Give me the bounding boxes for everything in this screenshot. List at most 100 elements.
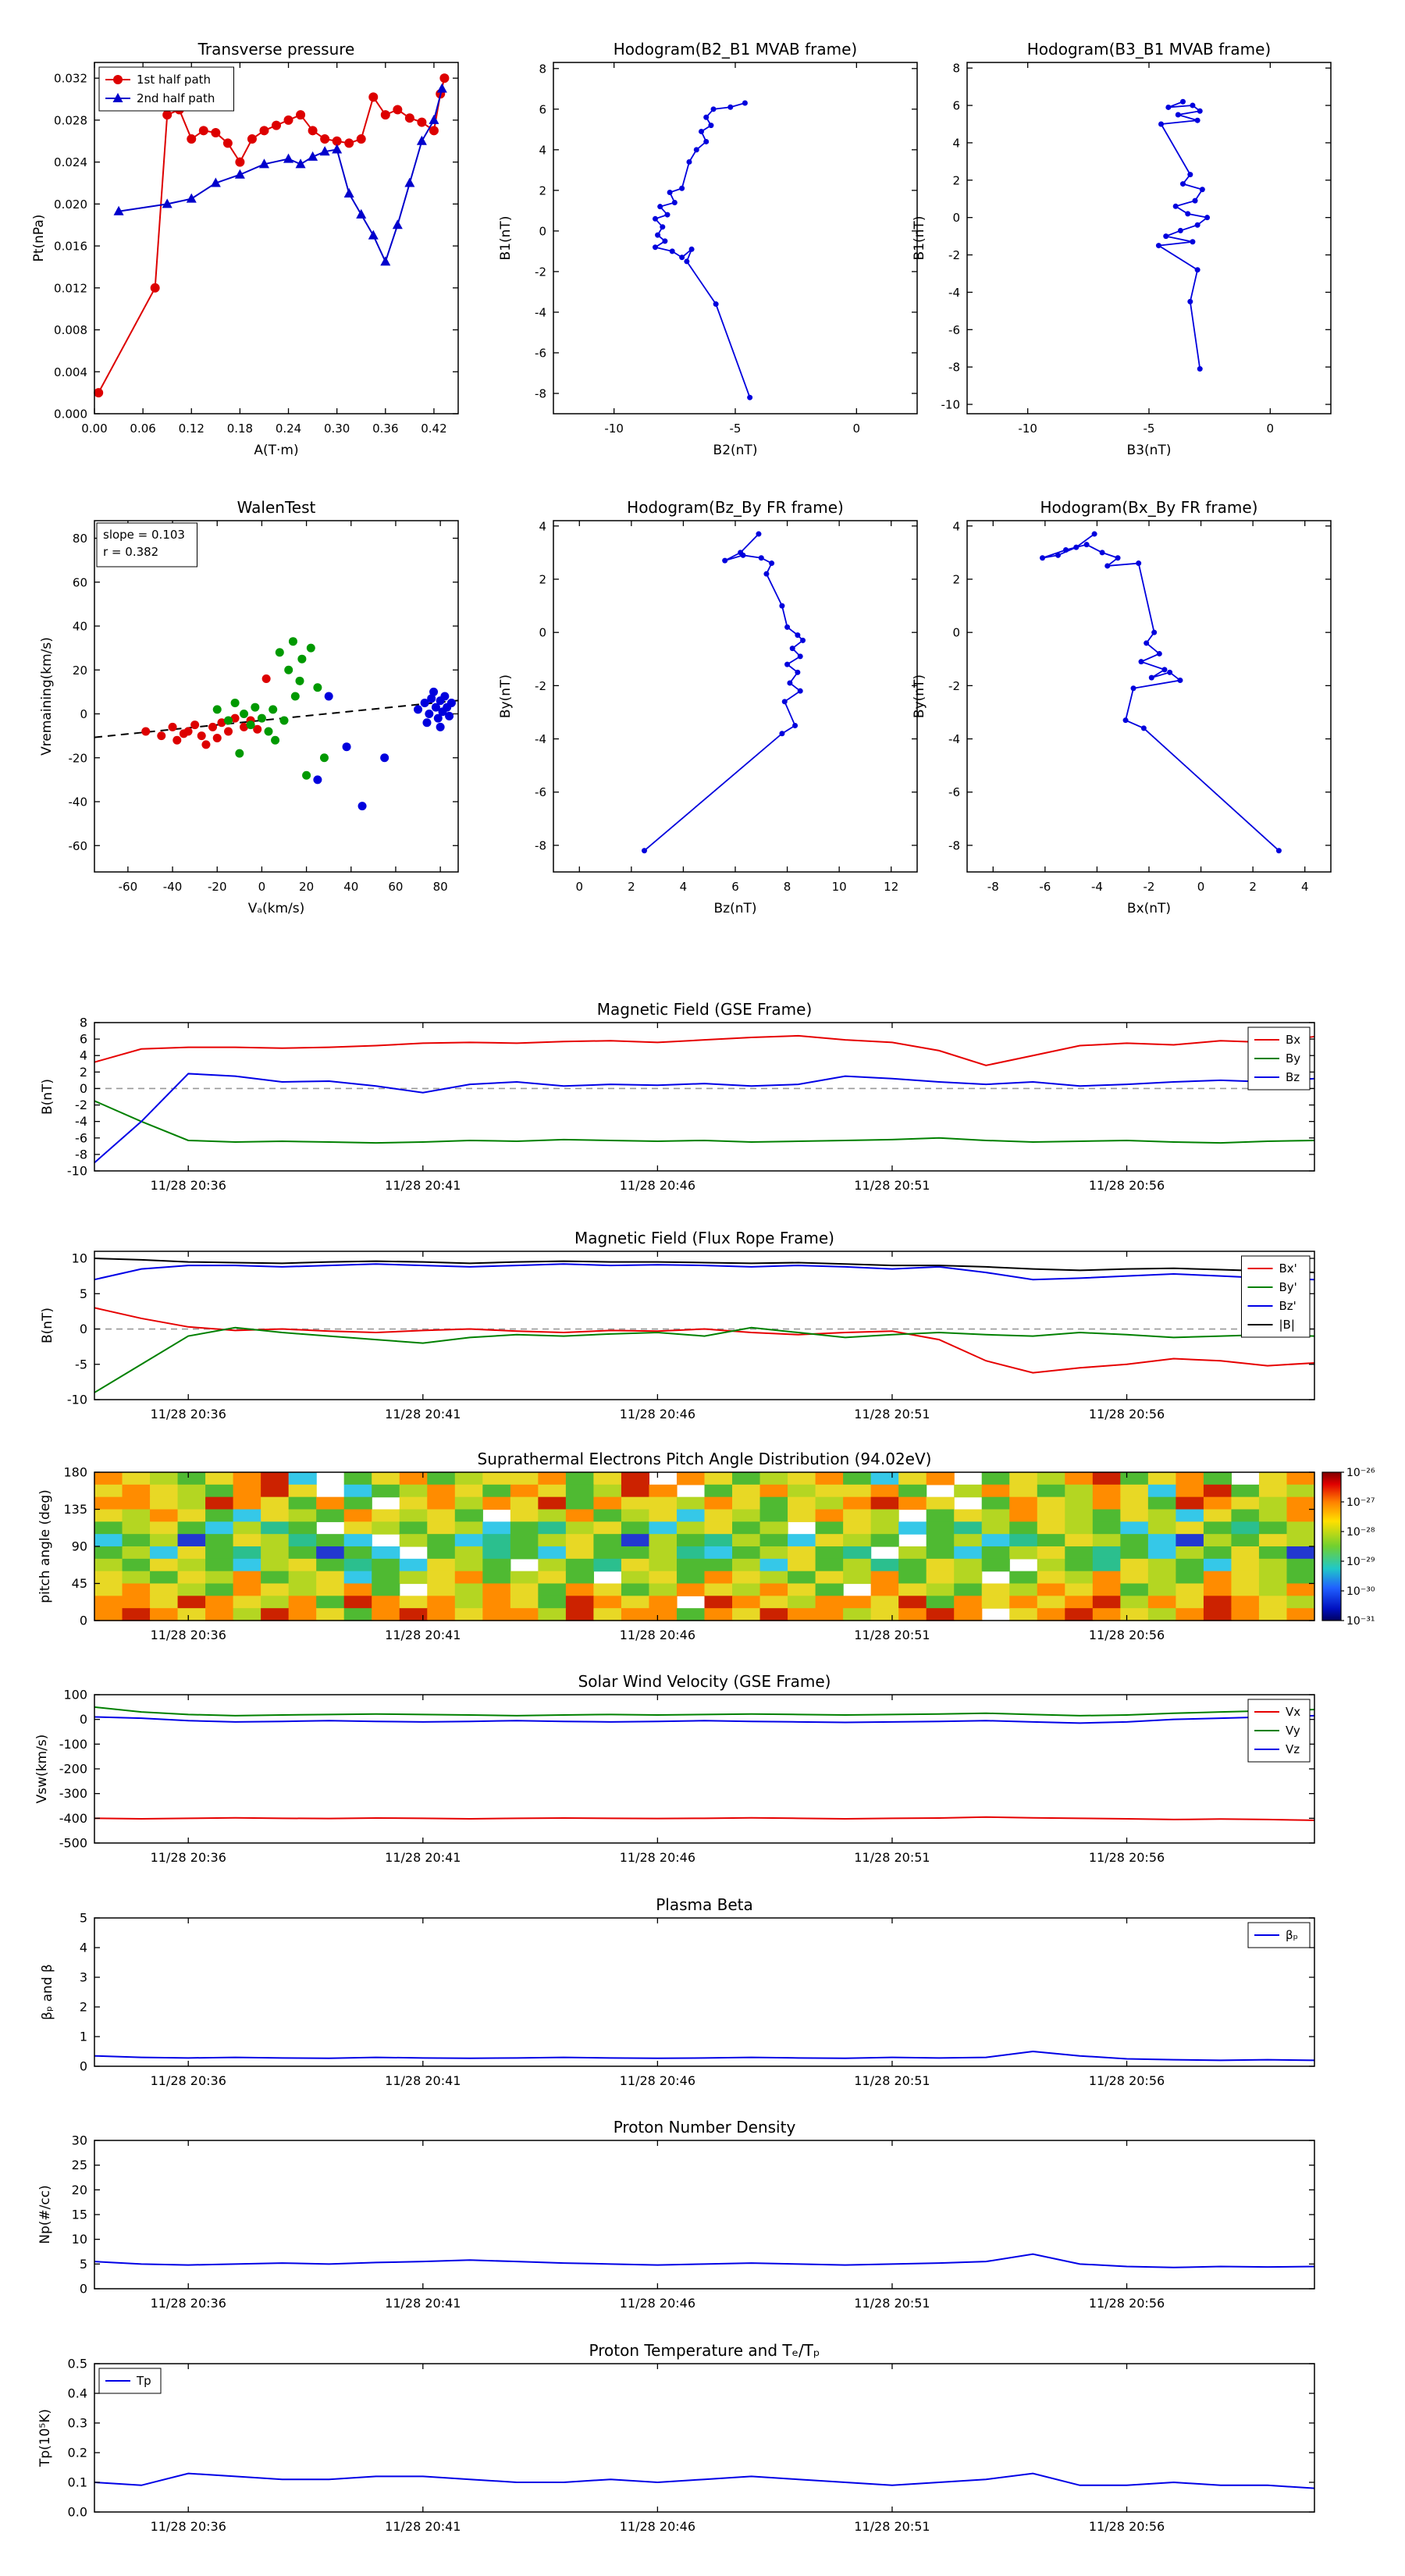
svg-text:βₚ and β: βₚ and β <box>40 1964 55 2020</box>
svg-text:15: 15 <box>72 2208 87 2222</box>
svg-text:11/28 20:36: 11/28 20:36 <box>151 2073 226 2088</box>
svg-text:-400: -400 <box>59 1811 87 1826</box>
svg-text:0: 0 <box>539 626 546 640</box>
svg-text:11/28 20:51: 11/28 20:51 <box>854 1850 930 1865</box>
svg-text:4: 4 <box>539 143 546 157</box>
svg-text:11/28 20:51: 11/28 20:51 <box>854 1407 930 1421</box>
svg-text:2: 2 <box>1249 880 1257 894</box>
svg-text:8: 8 <box>784 880 791 894</box>
svg-text:11/28 20:36: 11/28 20:36 <box>151 1628 226 1642</box>
svg-text:135: 135 <box>63 1502 87 1517</box>
svg-text:Plasma Beta: Plasma Beta <box>656 1895 753 1914</box>
svg-text:Proton Number Density: Proton Number Density <box>614 2118 796 2137</box>
svg-text:-60: -60 <box>119 880 138 894</box>
svg-text:Vₐ(km/s): Vₐ(km/s) <box>248 901 305 916</box>
svg-text:11/28 20:56: 11/28 20:56 <box>1089 1850 1165 1865</box>
svg-text:-8: -8 <box>948 838 960 852</box>
svg-text:r = 0.382: r = 0.382 <box>103 545 158 559</box>
svg-text:60: 60 <box>388 880 403 894</box>
svg-text:0.0: 0.0 <box>68 2505 87 2520</box>
svg-text:11/28 20:41: 11/28 20:41 <box>385 2519 461 2534</box>
chart-plasma-beta: 11/28 20:36 11/28 20:41 11/28 20:46 11/28 2… <box>40 1895 1315 2088</box>
svg-text:0: 0 <box>80 2059 87 2074</box>
svg-text:0.5: 0.5 <box>68 2357 87 2371</box>
svg-text:11/28 20:41: 11/28 20:41 <box>385 1178 461 1193</box>
svg-text:6: 6 <box>539 102 546 116</box>
chart-hodogram-bx-by: -8 -6 -4 -2 0 2 4 -8 -6 -4 -2 0 2 4 Hodogram(Bx_By FR … <box>912 498 1332 916</box>
svg-text:-40: -40 <box>163 880 183 894</box>
chart-proton-temperature: 11/28 20:36 11/28 20:41 11/28 20:46 11/28 2… <box>37 2341 1315 2534</box>
svg-text:11/28 20:41: 11/28 20:41 <box>385 1407 461 1421</box>
svg-text:0.12: 0.12 <box>179 422 205 436</box>
svg-text:-8: -8 <box>987 880 999 894</box>
svg-text:10: 10 <box>72 2232 87 2247</box>
chart-proton-number-density: 11/28 20:36 11/28 20:41 11/28 20:46 11/28 2… <box>37 2118 1315 2311</box>
svg-text:-300: -300 <box>59 1786 87 1801</box>
svg-text:0.016: 0.016 <box>54 240 87 254</box>
svg-text:80: 80 <box>433 880 448 894</box>
svg-text:-10: -10 <box>67 1393 87 1407</box>
svg-text:-8: -8 <box>948 361 960 375</box>
svg-text:Bx(nT): Bx(nT) <box>1127 901 1171 916</box>
svg-text:Vx: Vx <box>1286 1705 1300 1719</box>
svg-text:-200: -200 <box>59 1762 87 1777</box>
svg-text:0.028: 0.028 <box>54 113 87 127</box>
svg-text:180: 180 <box>63 1465 87 1480</box>
svg-text:2: 2 <box>80 2000 87 2015</box>
svg-text:-2: -2 <box>535 679 546 693</box>
svg-text:0: 0 <box>952 626 960 640</box>
svg-text:By': By' <box>1279 1280 1297 1294</box>
svg-text:10⁻²⁷: 10⁻²⁷ <box>1346 1496 1375 1509</box>
svg-text:0.18: 0.18 <box>227 422 253 436</box>
svg-text:2: 2 <box>952 573 960 587</box>
svg-text:5: 5 <box>80 2257 87 2272</box>
svg-text:4: 4 <box>539 519 546 533</box>
svg-text:-10: -10 <box>1018 422 1037 436</box>
svg-text:-6: -6 <box>535 346 546 360</box>
svg-text:11/28 20:46: 11/28 20:46 <box>620 2073 695 2088</box>
svg-text:-6: -6 <box>75 1130 87 1145</box>
svg-text:Solar Wind Velocity (GSE Frame: Solar Wind Velocity (GSE Frame) <box>578 1672 831 1691</box>
svg-text:-4: -4 <box>1091 880 1103 894</box>
svg-text:-8: -8 <box>75 1147 87 1162</box>
svg-text:Bz': Bz' <box>1279 1299 1297 1313</box>
svg-text:-40: -40 <box>69 795 88 809</box>
svg-text:Vremaining(km/s): Vremaining(km/s) <box>39 637 55 756</box>
chart-solar-wind-velocity: 11/28 20:36 11/28 20:41 11/28 20:46 11/28 2… <box>34 1672 1315 1865</box>
svg-text:11/28 20:46: 11/28 20:46 <box>620 1178 695 1193</box>
svg-text:0: 0 <box>80 1322 87 1336</box>
svg-text:By(nT): By(nT) <box>498 674 514 718</box>
svg-text:-4: -4 <box>948 732 960 746</box>
svg-text:By: By <box>1286 1051 1300 1066</box>
svg-text:4: 4 <box>952 519 960 533</box>
svg-text:-10: -10 <box>67 1164 87 1179</box>
svg-text:0: 0 <box>853 422 861 436</box>
svg-text:0.2: 0.2 <box>68 2446 87 2460</box>
svg-text:-60: -60 <box>69 839 88 853</box>
svg-text:2: 2 <box>539 573 546 587</box>
svg-text:Hodogram(Bx_By FR frame): Hodogram(Bx_By FR frame) <box>1040 498 1257 517</box>
svg-text:4: 4 <box>952 136 960 150</box>
svg-text:WalenTest: WalenTest <box>237 498 316 517</box>
chart-transverse-pressure: 0.00 0.06 0.12 0.18 0.24 0.30 0.36 0.42 0.000 0.0… <box>31 40 459 458</box>
svg-text:Magnetic Field (GSE Frame): Magnetic Field (GSE Frame) <box>597 1000 813 1019</box>
svg-text:11/28 20:36: 11/28 20:36 <box>151 2519 226 2534</box>
svg-text:100: 100 <box>63 1688 87 1703</box>
svg-text:90: 90 <box>72 1539 87 1554</box>
svg-text:10⁻²⁹: 10⁻²⁹ <box>1346 1556 1375 1568</box>
chart-magnetic-field-gse: 11/28 20:36 11/28 20:41 11/28 20:46 11/28 2… <box>40 1000 1315 1193</box>
svg-text:0.30: 0.30 <box>324 422 350 436</box>
svg-text:B1(nT): B1(nT) <box>912 216 927 261</box>
svg-text:-5: -5 <box>1144 422 1155 436</box>
svg-text:2: 2 <box>952 173 960 187</box>
svg-text:0.42: 0.42 <box>421 422 446 436</box>
svg-text:11/28 20:46: 11/28 20:46 <box>620 1407 695 1421</box>
svg-text:11/28 20:56: 11/28 20:56 <box>1089 2519 1165 2534</box>
svg-text:80: 80 <box>73 532 87 546</box>
svg-text:-2: -2 <box>75 1098 87 1112</box>
svg-text:11/28 20:56: 11/28 20:56 <box>1089 2296 1165 2311</box>
svg-text:-2: -2 <box>948 248 960 262</box>
svg-text:Bz: Bz <box>1286 1070 1300 1084</box>
svg-text:11/28 20:56: 11/28 20:56 <box>1089 1628 1165 1642</box>
svg-text:4: 4 <box>80 1941 87 1955</box>
